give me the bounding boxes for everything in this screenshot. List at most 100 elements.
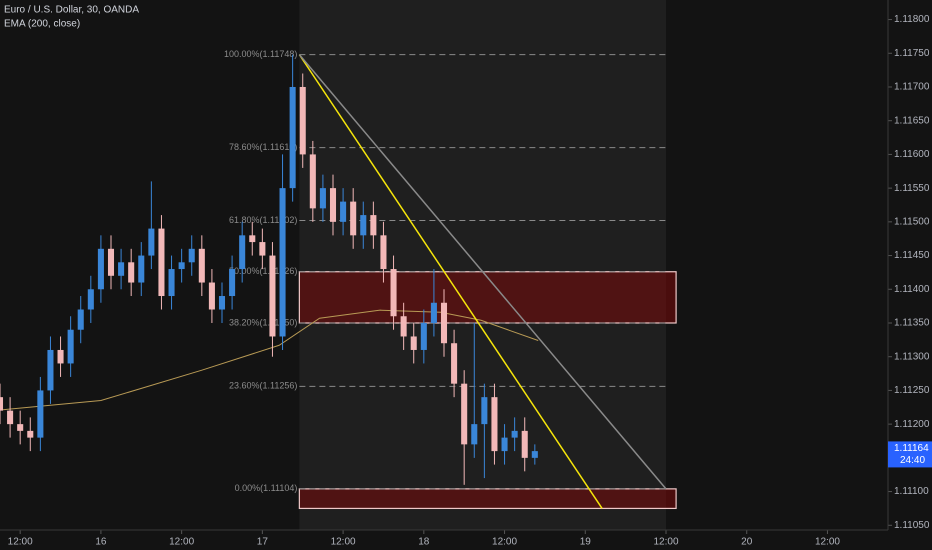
fib-label: 78.60%(1.11610) [229, 142, 297, 152]
y-tick-label: 1.11600 [894, 149, 930, 160]
candle-body [531, 451, 538, 458]
fib-label: 100.00%(1.11748) [224, 49, 297, 59]
candle-body [57, 349, 64, 364]
candle-body [229, 269, 236, 297]
candle-body [0, 397, 4, 411]
candle-body [521, 430, 528, 458]
fib-label: 50.00%(1.11426) [229, 266, 297, 276]
zone [298, 271, 677, 324]
y-tick-label: 1.11650 [894, 115, 930, 126]
candle-body [168, 269, 175, 297]
candle-body [97, 248, 104, 290]
trend-line [298, 54, 667, 490]
candle-body [67, 329, 74, 364]
candle-body [309, 154, 316, 209]
candle-body [37, 390, 44, 438]
candle-body [370, 215, 377, 236]
candle-body [87, 289, 94, 310]
candle-body [289, 86, 296, 189]
x-tick-label: 12:00 [815, 537, 840, 548]
candle-body [138, 255, 145, 283]
candle-body [340, 201, 347, 222]
candle-body [410, 336, 417, 350]
y-tick-label: 1.11800 [894, 14, 930, 25]
y-tick-label: 1.11550 [894, 183, 930, 194]
ema-line [0, 309, 539, 411]
y-tick-label: 1.11750 [894, 48, 930, 59]
candle-body [471, 424, 478, 445]
y-tick-label: 1.11200 [894, 419, 930, 430]
candle-body [259, 242, 266, 256]
candle-body [188, 248, 195, 263]
x-tick-label: 17 [257, 537, 269, 548]
candle-body [329, 188, 337, 222]
x-tick-label: 12:00 [492, 537, 517, 548]
candle-body [269, 255, 276, 337]
fib-label: 38.20%(1.11350) [229, 317, 297, 327]
candle-body [390, 269, 397, 317]
countdown-label: 24:40 [900, 455, 925, 466]
x-tick-label: 12:00 [169, 537, 194, 548]
candle-body [461, 383, 468, 445]
candle-body [319, 188, 326, 209]
y-tick-label: 1.11700 [894, 82, 930, 93]
chart-title: Euro / U.S. Dollar, 30, OANDA [4, 5, 139, 16]
candle-body [158, 228, 165, 297]
x-tick-label: 18 [418, 537, 430, 548]
y-tick-label: 1.11250 [894, 385, 930, 396]
candle-body [511, 430, 518, 438]
candle-body [279, 188, 286, 337]
candle-body [430, 302, 437, 323]
candle-body [501, 437, 508, 452]
y-tick-label: 1.11300 [894, 351, 930, 362]
y-tick-label: 1.11500 [894, 216, 930, 227]
candle-body [198, 248, 205, 283]
candle-body [7, 410, 14, 425]
candle-body [299, 86, 306, 155]
candle-body [148, 228, 155, 256]
trend-line [298, 54, 603, 509]
y-tick-label: 1.11050 [894, 520, 930, 531]
candle-body [420, 322, 427, 350]
last-price-badge [888, 441, 932, 468]
shaded-range [299, 0, 666, 530]
x-tick-label: 16 [95, 537, 107, 548]
candle-body [77, 309, 84, 330]
zone [298, 488, 677, 510]
fib-label: 23.60%(1.11256) [229, 381, 297, 391]
y-tick-label: 1.11350 [894, 318, 930, 329]
candle-body [400, 316, 407, 337]
candle-body [440, 302, 448, 344]
candle-body [481, 397, 488, 425]
candle-body [239, 235, 246, 270]
fib-label: 61.80%(1.11502) [229, 215, 297, 225]
candle-body [380, 235, 387, 270]
candle-body [249, 235, 256, 243]
candle-body [360, 215, 367, 236]
indicator-label: EMA (200, close) [4, 19, 80, 30]
candle-body [350, 201, 357, 236]
candle-body [128, 262, 135, 283]
x-tick-label: 20 [741, 537, 753, 548]
candle-body [17, 424, 24, 431]
candle-body [118, 262, 125, 276]
candle-body [27, 430, 34, 438]
y-tick-label: 1.11400 [894, 284, 930, 295]
candle-body [47, 349, 54, 391]
candle-body [451, 343, 458, 384]
candle-body [107, 248, 115, 276]
x-tick-label: 12:00 [8, 537, 33, 548]
y-tick-label: 1.11450 [894, 250, 930, 261]
x-tick-label: 12:00 [331, 537, 356, 548]
y-tick-label: 1.11100 [894, 486, 929, 497]
candle-body [178, 262, 185, 270]
candle-body [491, 397, 498, 452]
x-tick-label: 19 [580, 537, 592, 548]
candle-body [218, 296, 226, 310]
fib-label: 0.00%(1.11104) [235, 483, 298, 493]
x-tick-label: 12:00 [653, 537, 678, 548]
last-price-label: 1.11164 [894, 443, 929, 454]
candle-body [208, 282, 215, 310]
